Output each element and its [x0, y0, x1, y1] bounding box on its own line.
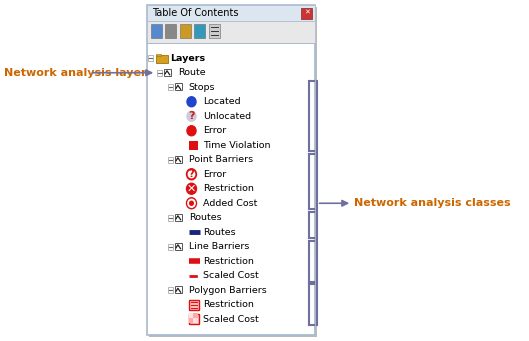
Bar: [193, 313, 198, 318]
Bar: [168, 287, 174, 293]
Circle shape: [188, 171, 195, 178]
Text: Added Cost: Added Cost: [203, 199, 258, 208]
Bar: [168, 215, 174, 221]
Text: Restriction: Restriction: [203, 257, 254, 266]
Bar: [156, 54, 161, 56]
Text: Time Violation: Time Violation: [203, 141, 271, 150]
Bar: [194, 24, 205, 38]
Circle shape: [187, 183, 196, 194]
Circle shape: [187, 198, 196, 209]
Bar: [168, 244, 174, 250]
Bar: [175, 243, 181, 250]
Bar: [189, 318, 193, 323]
Text: ✕: ✕: [304, 10, 309, 16]
Bar: [180, 24, 190, 38]
Text: Table Of Contents: Table Of Contents: [152, 8, 239, 18]
Text: Network analysis layer: Network analysis layer: [4, 68, 146, 78]
Bar: [148, 42, 314, 334]
Text: Located: Located: [203, 97, 241, 106]
Bar: [147, 5, 315, 21]
Text: ?: ?: [189, 169, 194, 179]
Bar: [156, 55, 168, 63]
Text: ✕: ✕: [187, 184, 196, 194]
Text: Error: Error: [203, 126, 226, 135]
Text: Point Barriers: Point Barriers: [189, 155, 253, 164]
Bar: [165, 24, 176, 38]
Text: Unlocated: Unlocated: [203, 112, 251, 121]
Circle shape: [187, 126, 196, 136]
Bar: [168, 84, 174, 90]
Bar: [165, 69, 171, 76]
Bar: [148, 55, 153, 61]
Circle shape: [188, 199, 195, 207]
Text: Routes: Routes: [203, 228, 236, 237]
Bar: [189, 313, 193, 318]
Circle shape: [187, 169, 196, 180]
Bar: [175, 286, 181, 293]
Bar: [151, 24, 161, 38]
Bar: [147, 21, 315, 43]
Bar: [193, 318, 198, 323]
Bar: [168, 157, 174, 163]
Bar: [149, 7, 317, 337]
Bar: [189, 314, 199, 324]
Text: Stops: Stops: [189, 83, 215, 92]
Bar: [209, 24, 220, 38]
Circle shape: [190, 201, 193, 205]
Text: Route: Route: [178, 68, 205, 77]
Bar: [302, 8, 312, 18]
Circle shape: [187, 111, 196, 121]
Text: ?: ?: [188, 111, 195, 121]
Bar: [175, 83, 181, 90]
Text: Layers: Layers: [171, 54, 206, 63]
Bar: [147, 5, 315, 335]
Bar: [175, 156, 181, 163]
Text: Restriction: Restriction: [203, 300, 254, 309]
Text: Scaled Cost: Scaled Cost: [203, 271, 259, 280]
Bar: [157, 70, 162, 76]
Bar: [189, 300, 199, 310]
Text: Error: Error: [203, 170, 226, 179]
Text: Polygon Barriers: Polygon Barriers: [189, 286, 267, 295]
Text: Line Barriers: Line Barriers: [189, 242, 249, 251]
Circle shape: [187, 97, 196, 107]
Text: Network analysis classes: Network analysis classes: [354, 198, 510, 208]
Bar: [175, 214, 181, 221]
Text: Routes: Routes: [189, 213, 222, 222]
Bar: [189, 141, 198, 150]
Text: Restriction: Restriction: [203, 184, 254, 193]
Text: Scaled Cost: Scaled Cost: [203, 315, 259, 324]
